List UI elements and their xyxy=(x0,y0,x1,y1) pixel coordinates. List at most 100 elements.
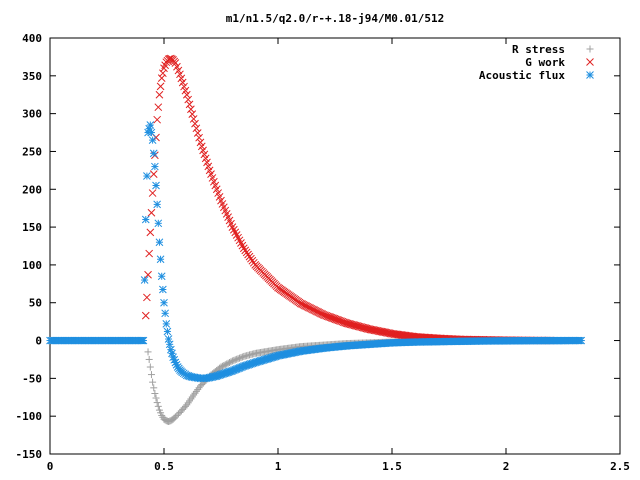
data-point xyxy=(141,215,150,224)
data-point xyxy=(330,314,339,323)
data-point xyxy=(146,363,154,371)
data-point xyxy=(151,389,159,397)
data-point xyxy=(231,356,239,364)
data-point xyxy=(236,354,244,362)
series-2 xyxy=(46,121,586,383)
data-point xyxy=(226,358,234,366)
data-point xyxy=(190,391,198,399)
data-point xyxy=(151,162,159,171)
data-point xyxy=(147,128,156,137)
data-point xyxy=(159,285,167,294)
data-point xyxy=(193,129,202,137)
data-point xyxy=(191,389,199,397)
x-tick-label: 2.5 xyxy=(610,460,630,473)
data-point xyxy=(326,313,335,322)
data-point xyxy=(163,327,172,336)
data-point xyxy=(152,181,160,190)
data-point xyxy=(233,355,241,363)
data-point xyxy=(152,394,160,402)
data-point xyxy=(220,362,228,370)
data-point xyxy=(144,348,152,356)
data-point xyxy=(322,311,331,320)
x-tick-label: 1 xyxy=(275,460,282,473)
legend-label: Acoustic flux xyxy=(479,69,565,82)
data-point xyxy=(147,371,155,379)
data-point xyxy=(217,363,225,371)
data-point xyxy=(221,361,229,369)
y-tick-label: 400 xyxy=(22,32,42,45)
data-point xyxy=(334,316,343,325)
data-point xyxy=(338,317,347,326)
data-point xyxy=(194,386,202,394)
data-point xyxy=(140,276,149,284)
data-point xyxy=(148,136,157,144)
data-point xyxy=(227,358,235,366)
data-point xyxy=(577,336,586,345)
data-point xyxy=(218,362,226,370)
data-point xyxy=(156,255,165,264)
data-point xyxy=(164,335,173,343)
data-point xyxy=(154,219,163,228)
data-point xyxy=(337,317,345,326)
data-point xyxy=(149,378,157,386)
data-point xyxy=(325,312,333,321)
data-point xyxy=(319,310,328,319)
legend-label: G work xyxy=(525,56,565,69)
x-tick-label: 0 xyxy=(47,460,54,473)
y-tick-label: -100 xyxy=(16,410,43,423)
data-point xyxy=(141,311,150,320)
data-point xyxy=(165,340,174,349)
axis-ticks xyxy=(49,37,621,455)
data-point xyxy=(161,309,169,318)
data-point xyxy=(223,360,231,368)
data-point xyxy=(147,208,156,217)
data-point xyxy=(153,200,162,209)
y-tick-label: 300 xyxy=(22,108,42,121)
data-point xyxy=(191,119,199,128)
y-tick-label: 150 xyxy=(22,221,42,234)
data-point xyxy=(333,315,341,324)
data-point xyxy=(174,410,182,418)
x-tick-label: 0.5 xyxy=(154,460,174,473)
data-point xyxy=(228,357,236,365)
data-point xyxy=(155,238,164,247)
data-point xyxy=(149,170,158,178)
data-point xyxy=(329,314,337,323)
data-point xyxy=(143,293,151,302)
data-point xyxy=(327,313,336,322)
data-point xyxy=(160,298,168,307)
data-point xyxy=(157,272,166,281)
data-point xyxy=(162,320,171,328)
data-point xyxy=(145,355,153,363)
data-point xyxy=(177,74,186,83)
data-point xyxy=(150,384,158,392)
data-point xyxy=(230,356,238,364)
data-point xyxy=(143,172,151,180)
data-point xyxy=(185,100,194,109)
y-tick-label: 50 xyxy=(29,297,42,310)
data-point xyxy=(178,78,187,87)
y-tick-label: -150 xyxy=(16,448,43,461)
data-point xyxy=(192,124,201,133)
x-tick-label: 2 xyxy=(503,460,510,473)
data-point xyxy=(146,228,155,237)
series-layer xyxy=(46,54,586,425)
x-tick-label: 1.5 xyxy=(382,460,402,473)
y-tick-label: 200 xyxy=(22,183,42,196)
data-point xyxy=(321,311,329,320)
data-point xyxy=(181,86,190,95)
y-tick-label: 350 xyxy=(22,70,42,83)
data-point xyxy=(323,312,332,321)
y-tick-label: -50 xyxy=(22,372,42,385)
data-point xyxy=(180,82,188,91)
legend-marker xyxy=(586,45,594,53)
y-tick-label: 0 xyxy=(35,335,42,348)
data-point xyxy=(145,249,154,258)
legend-marker xyxy=(586,58,594,66)
chart-title: m1/n1.5/q2.0/r-+.18-j94/M0.01/512 xyxy=(226,12,445,25)
data-point xyxy=(156,82,165,91)
data-point xyxy=(155,90,164,99)
data-point xyxy=(195,133,203,142)
